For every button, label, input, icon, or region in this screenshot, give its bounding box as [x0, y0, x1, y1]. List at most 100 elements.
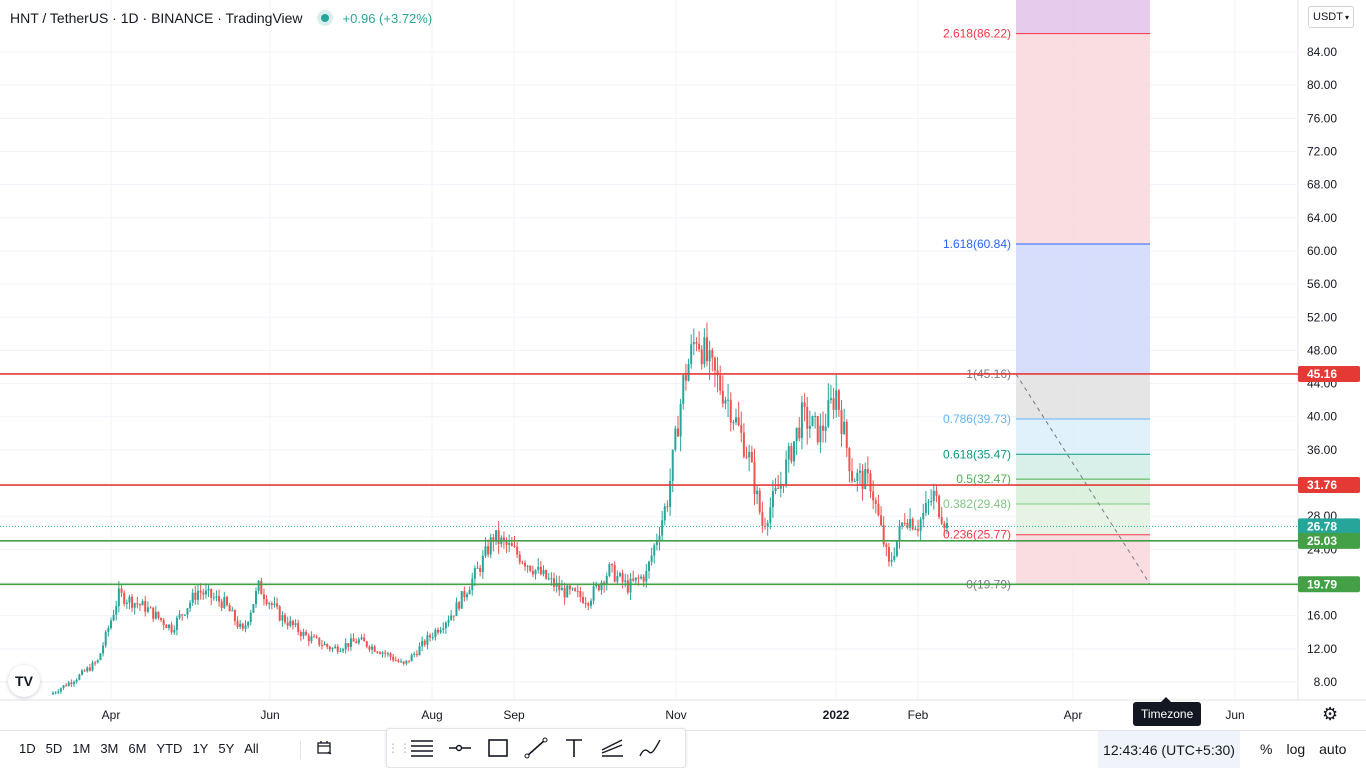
- candle-body: [858, 470, 861, 473]
- candle-body: [676, 428, 679, 437]
- candle-body: [516, 546, 519, 555]
- percent-scale-button[interactable]: %: [1260, 741, 1273, 757]
- candle-body: [771, 491, 774, 508]
- range-1m[interactable]: 1M: [72, 741, 91, 756]
- rectangle-icon[interactable]: [479, 733, 517, 763]
- candle-body: [70, 682, 73, 684]
- y-tick-label: 56.00: [1307, 277, 1337, 291]
- candle-body: [505, 540, 508, 545]
- candle-body: [611, 564, 614, 566]
- gear-icon[interactable]: ⚙: [1322, 704, 1339, 724]
- candle-body: [373, 646, 376, 652]
- candle-body: [273, 603, 276, 605]
- candle-body: [247, 621, 250, 626]
- drag-handle-icon[interactable]: ⋮⋮: [387, 741, 411, 755]
- x-tick-label: Apr: [1064, 708, 1083, 722]
- candle-body: [376, 651, 379, 653]
- range-6m[interactable]: 6M: [128, 741, 147, 756]
- candle-body: [133, 603, 136, 608]
- scale-options: % log auto: [1260, 741, 1346, 757]
- candle-body: [352, 638, 355, 642]
- candle-body: [104, 631, 107, 646]
- x-tick-label: Jun: [260, 708, 279, 722]
- candle-body: [117, 588, 120, 607]
- candle-body: [102, 645, 105, 654]
- fib-zone: [1016, 503, 1150, 535]
- candle-body: [887, 546, 890, 562]
- candle-body: [452, 615, 455, 617]
- candle-body: [682, 375, 685, 404]
- candle-body: [903, 522, 906, 524]
- currency-selector[interactable]: USDT ▾: [1308, 6, 1354, 28]
- candle-body: [336, 646, 339, 652]
- candle-body: [492, 537, 495, 542]
- auto-scale-button[interactable]: auto: [1319, 741, 1347, 757]
- candle-body: [758, 490, 761, 513]
- candle-body: [386, 653, 389, 655]
- range-5y[interactable]: 5Y: [218, 741, 235, 756]
- horizontal-ray-icon[interactable]: [441, 733, 479, 763]
- horizontal-lines-icon[interactable]: [403, 733, 441, 763]
- candle-body: [307, 635, 310, 642]
- range-1d[interactable]: 1D: [19, 741, 36, 756]
- candle-body: [553, 578, 556, 587]
- candle-body: [215, 596, 218, 598]
- candle-body: [750, 452, 753, 463]
- y-tick-label: 16.00: [1307, 609, 1337, 623]
- candle-body: [816, 416, 819, 443]
- candle-body: [463, 591, 466, 598]
- candle-body: [196, 590, 199, 600]
- candle-body: [663, 506, 666, 521]
- candle-body: [576, 590, 579, 592]
- candle-body: [260, 580, 263, 595]
- candle-body: [840, 409, 843, 434]
- text-tool-icon[interactable]: [555, 733, 593, 763]
- candle-body: [141, 601, 144, 606]
- candle-body: [924, 502, 927, 513]
- candle-body: [534, 569, 537, 575]
- candle-body: [497, 530, 500, 544]
- candle-body: [666, 506, 669, 508]
- candle-body: [845, 421, 848, 449]
- timezone-tooltip-text: Timezone: [1141, 707, 1194, 721]
- market-status-icon: [320, 14, 329, 22]
- symbol-title[interactable]: HNT / TetherUS · 1D · BINANCE · TradingV…: [10, 10, 303, 26]
- y-tick-label: 80.00: [1307, 78, 1337, 92]
- range-ytd[interactable]: YTD: [156, 741, 183, 756]
- fib-tool-icon[interactable]: [593, 733, 631, 763]
- candle-body: [120, 588, 123, 593]
- candle-body: [906, 522, 909, 528]
- date-range-icon[interactable]: [316, 740, 334, 761]
- candle-body: [621, 573, 624, 582]
- range-5d[interactable]: 5D: [45, 741, 63, 756]
- fib-level-label: 1.618(60.84): [943, 237, 1011, 251]
- candle-body: [109, 620, 112, 629]
- trend-line-icon[interactable]: [517, 733, 555, 763]
- candle-body: [542, 569, 545, 575]
- brush-icon[interactable]: [631, 733, 669, 763]
- x-tick-label: Sep: [503, 708, 525, 722]
- candle-body: [922, 512, 925, 520]
- clock-timezone[interactable]: 12:43:46 (UTC+5:30): [1098, 731, 1240, 768]
- candle-body: [537, 566, 540, 570]
- candle-body: [582, 597, 585, 603]
- candle-body: [605, 575, 608, 585]
- range-all[interactable]: All: [244, 741, 259, 756]
- range-3m[interactable]: 3M: [100, 741, 119, 756]
- symbol-header: HNT / TetherUS · 1D · BINANCE · TradingV…: [10, 8, 432, 28]
- candle-body: [545, 569, 548, 579]
- tradingview-logo-icon[interactable]: TV: [8, 665, 40, 697]
- candle-body: [310, 636, 313, 642]
- price-label-box: [1298, 576, 1360, 593]
- candle-body: [186, 608, 189, 615]
- candle-body: [737, 417, 740, 426]
- log-scale-button[interactable]: log: [1286, 741, 1306, 757]
- candle-body: [822, 425, 825, 431]
- candle-body: [671, 449, 674, 482]
- candle-body: [945, 523, 948, 529]
- range-1y[interactable]: 1Y: [192, 741, 209, 756]
- candle-body: [563, 587, 566, 598]
- candle-body: [901, 522, 904, 527]
- candle-body: [91, 662, 94, 671]
